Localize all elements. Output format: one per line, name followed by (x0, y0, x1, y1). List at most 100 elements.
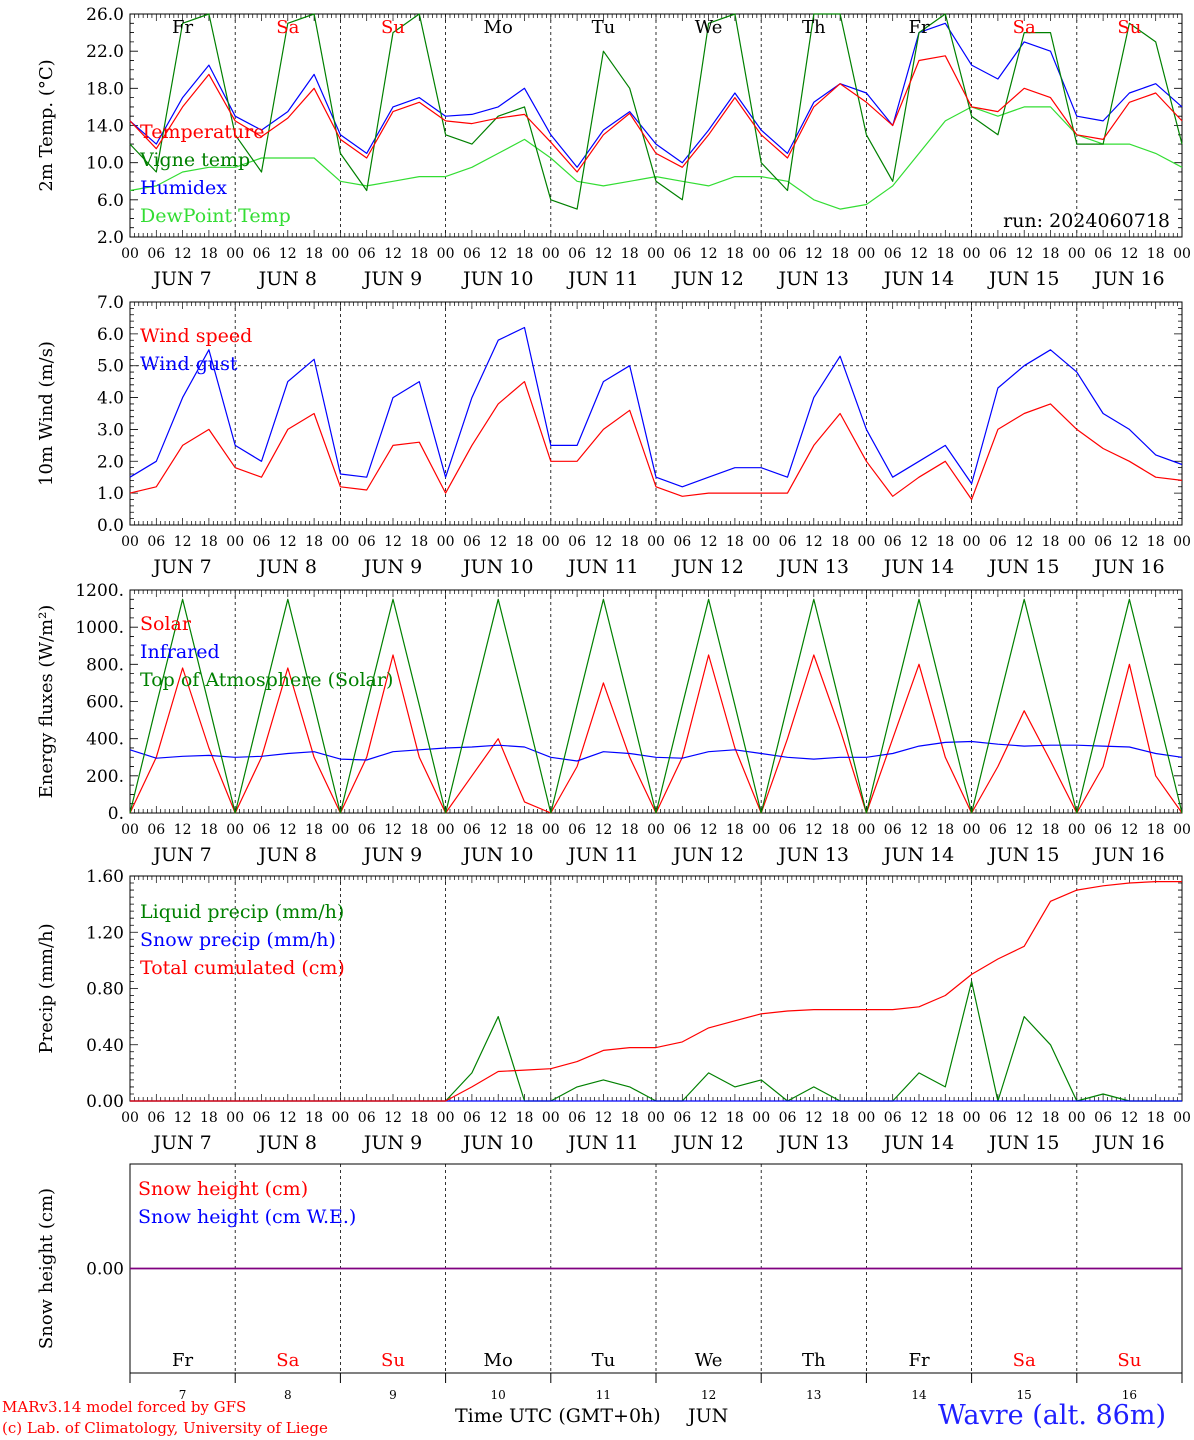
day-label: JUN 12 (671, 268, 743, 290)
day-label: JUN 7 (151, 556, 211, 578)
day-label: JUN 9 (362, 556, 422, 578)
hour-tick-label: 18 (305, 246, 323, 262)
day-number-label: 9 (389, 1388, 397, 1402)
day-number-label: 8 (284, 1388, 292, 1402)
day-label: JUN 8 (257, 556, 317, 578)
hour-tick-label: 12 (174, 534, 192, 550)
hour-tick-label: 06 (779, 534, 797, 550)
y-tick-label: 0.40 (86, 1036, 124, 1056)
hour-tick-label: 18 (200, 246, 218, 262)
hour-tick-label: 00 (1068, 1110, 1086, 1126)
hour-tick-label: 12 (1015, 1110, 1033, 1126)
hour-tick-label: 06 (358, 822, 376, 838)
weekday-label: Tu (592, 1350, 616, 1371)
day-label: JUN 16 (1092, 1132, 1164, 1154)
day-label: JUN 12 (671, 844, 743, 866)
hour-tick-label: 12 (594, 1110, 612, 1126)
y-tick-label: 400. (86, 730, 124, 750)
y-tick-label: 200. (86, 767, 124, 787)
weekday-label: Fr (908, 17, 929, 38)
hour-tick-label: 12 (1120, 534, 1138, 550)
series-line-2 (129, 598, 1183, 814)
hour-tick-label: 18 (831, 534, 849, 550)
hour-tick-label: 18 (1147, 534, 1165, 550)
panel-precip: 0.00 0.40 0.80 1.20 1.60 Precip (mm/h) Liquid … (36, 867, 1191, 1154)
y-tick-label: 1200. (75, 581, 124, 601)
weekday-label: Su (1117, 1350, 1141, 1371)
hour-tick-label: 06 (568, 1110, 586, 1126)
legend-entry: DewPoint Temp (140, 205, 291, 227)
day-label: JUN 14 (882, 268, 954, 290)
hour-tick-label: 12 (279, 534, 297, 550)
y-tick-label: 1.20 (86, 923, 124, 943)
hour-tick-label: 18 (200, 1110, 218, 1126)
hour-tick-label: 12 (1015, 822, 1033, 838)
legend-entry: Liquid precip (mm/h) (140, 901, 344, 923)
weekday-label: Fr (172, 1350, 193, 1371)
hour-tick-label: 06 (568, 534, 586, 550)
hour-tick-label: 18 (410, 246, 428, 262)
hour-tick-label: 18 (726, 1110, 744, 1126)
hour-tick-label: 12 (910, 1110, 928, 1126)
hour-tick-label: 18 (726, 534, 744, 550)
weekday-label: Fr (908, 1350, 929, 1371)
y-tick-label: 4.0 (97, 389, 124, 409)
hour-tick-label: 06 (253, 246, 271, 262)
panel-temp: 2.0 6.0 10.0 14.0 18.0 22.0 26.0 2m Temp. (°C) T… (36, 5, 1191, 290)
series-line-2 (130, 880, 1182, 1102)
hour-tick-label: 12 (805, 246, 823, 262)
hour-tick-label: 06 (673, 246, 691, 262)
hour-tick-label: 00 (963, 534, 981, 550)
hour-tick-label: 00 (963, 246, 981, 262)
y-tick-label: 0.0 (97, 516, 124, 536)
x-axis-title: Time UTC (GMT+0h) (455, 1405, 661, 1427)
day-label: JUN 13 (777, 556, 849, 578)
hour-tick-label: 00 (963, 1110, 981, 1126)
weekday-label: We (695, 17, 723, 38)
hour-tick-label: 00 (121, 246, 139, 262)
y-tick-label: 2.0 (97, 228, 124, 248)
hour-tick-label: 06 (147, 1110, 165, 1126)
hour-tick-label: 06 (989, 534, 1007, 550)
day-label: JUN 16 (1092, 556, 1164, 578)
hour-tick-label: 12 (489, 1110, 507, 1126)
hour-tick-label: 12 (805, 1110, 823, 1126)
hour-tick-label: 12 (805, 534, 823, 550)
hour-tick-label: 12 (174, 822, 192, 838)
hour-tick-label: 18 (200, 822, 218, 838)
hour-tick-label: 18 (621, 1110, 639, 1126)
hour-tick-label: 18 (410, 1110, 428, 1126)
y-ticks (130, 301, 1182, 526)
weekday-label: Sa (1013, 17, 1036, 38)
credit-line-1: MARv3.14 model forced by GFS (2, 1398, 247, 1416)
hour-tick-label: 06 (463, 246, 481, 262)
hour-tick-label: 00 (857, 246, 875, 262)
hour-tick-label: 12 (384, 246, 402, 262)
hour-tick-label: 00 (331, 534, 349, 550)
hour-tick-label: 18 (516, 534, 534, 550)
weekday-label: Su (381, 1350, 405, 1371)
hour-tick-label: 12 (700, 246, 718, 262)
y-tick-label: 2.0 (97, 452, 124, 472)
hour-tick-label: 06 (989, 246, 1007, 262)
hour-tick-label: 00 (1173, 534, 1191, 550)
hour-tick-label: 18 (621, 822, 639, 838)
hour-tick-label: 12 (489, 246, 507, 262)
y-tick-label: 800. (86, 655, 124, 675)
y-tick-label: 1.0 (97, 484, 124, 504)
weekday-label: Sa (276, 1350, 299, 1371)
legend-entry: Vigne temp (139, 149, 250, 171)
weekday-label: Th (802, 1350, 826, 1371)
series-line-1 (129, 740, 1183, 762)
hour-tick-label: 06 (463, 1110, 481, 1126)
day-label: JUN 7 (151, 268, 211, 290)
hour-tick-label: 18 (305, 1110, 323, 1126)
series-line-2 (129, 22, 1183, 168)
hour-tick-label: 00 (1173, 246, 1191, 262)
hour-tick-label: 06 (1094, 1110, 1112, 1126)
hour-tick-label: 00 (1173, 822, 1191, 838)
y-tick-label: 5.0 (97, 357, 124, 377)
hour-tick-label: 12 (174, 1110, 192, 1126)
weekday-label: We (695, 1350, 723, 1371)
